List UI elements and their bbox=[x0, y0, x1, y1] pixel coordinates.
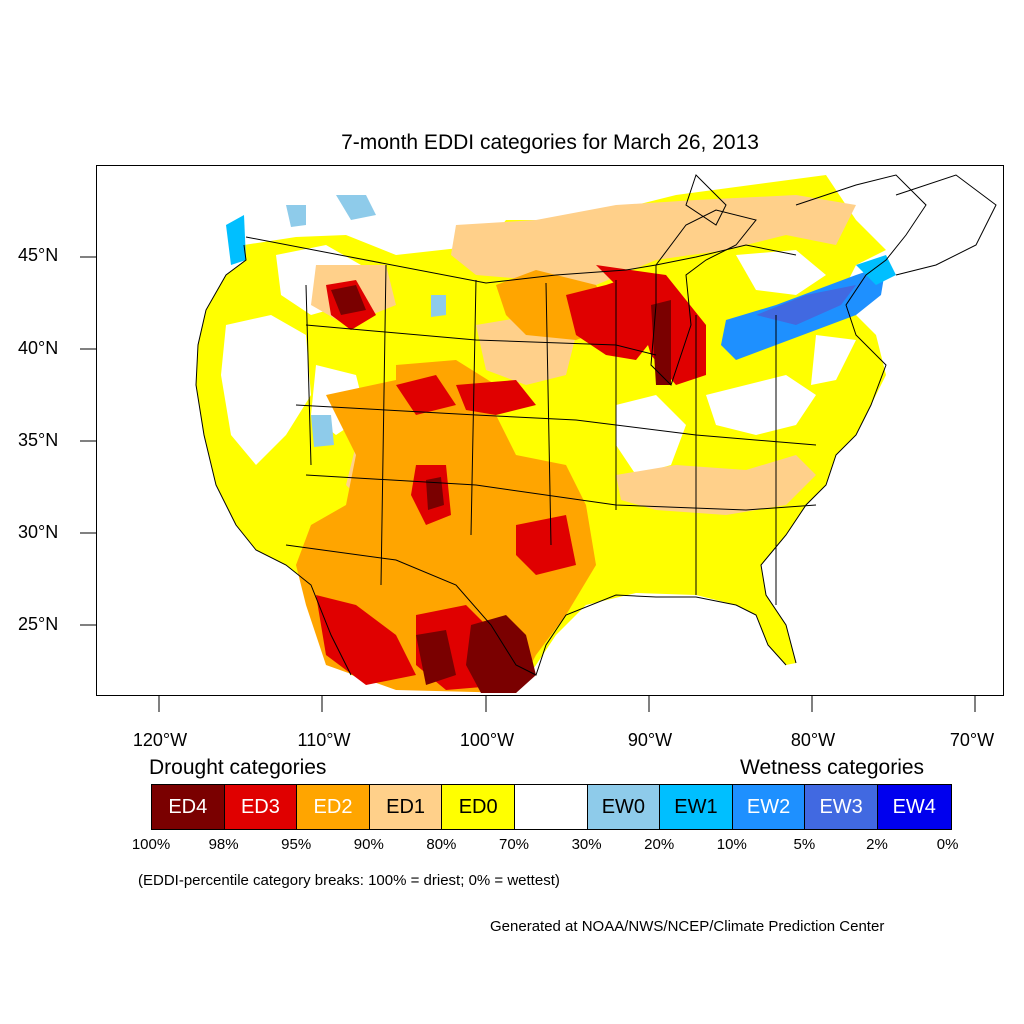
x-label-120w: 120°W bbox=[132, 730, 188, 750]
map-title: 7-month EDDI categories for March 26, 20… bbox=[341, 131, 759, 154]
category-note: (EDDI-percentile category breaks: 100% =… bbox=[138, 872, 560, 889]
ed4-areas bbox=[331, 285, 671, 693]
percentile-label: 30% bbox=[571, 836, 602, 853]
x-label-90w: 90°W bbox=[627, 730, 673, 750]
wet-areas bbox=[226, 195, 896, 447]
x-label-110w: 110°W bbox=[297, 730, 351, 750]
percentile-label: 100% bbox=[131, 836, 171, 853]
ed2-areas bbox=[296, 270, 616, 693]
percentile-label: 90% bbox=[353, 836, 384, 853]
legend-box-ew0: EW0 bbox=[587, 785, 661, 829]
percentile-label: 10% bbox=[716, 836, 747, 853]
percentile-label: 20% bbox=[644, 836, 675, 853]
legend-box-ew3: EW3 bbox=[805, 785, 878, 829]
legend-box-ed0: ED0 bbox=[442, 785, 515, 829]
percentile-label: 70% bbox=[498, 836, 530, 853]
y-label-40: 40°N bbox=[18, 338, 59, 358]
percentile-label: 5% bbox=[793, 836, 816, 853]
x-label-100w: 100°W bbox=[459, 730, 515, 750]
legend-box-normal bbox=[514, 785, 588, 829]
percentile-label: 98% bbox=[208, 836, 239, 853]
legend-box-ed2: ED2 bbox=[297, 785, 370, 829]
y-label-45: 45°N bbox=[18, 245, 59, 265]
y-label-35: 35°N bbox=[18, 430, 59, 450]
percentile-label: 2% bbox=[866, 836, 888, 853]
percentile-label: 0% bbox=[936, 836, 959, 853]
percentile-label: 80% bbox=[426, 836, 457, 853]
legend-box-ed4: ED4 bbox=[152, 785, 225, 829]
y-label-30: 30°N bbox=[18, 522, 59, 542]
eddi-map bbox=[96, 165, 1004, 696]
boundaries bbox=[195, 174, 997, 676]
legend-bar: ED4 ED3 ED2 ED1 ED0 EW0 EW1 EW2 EW3 EW4 bbox=[151, 784, 952, 830]
drought-heading: Drought categories bbox=[149, 756, 327, 779]
credit-line: Generated at NOAA/NWS/NCEP/Climate Predi… bbox=[490, 918, 885, 935]
wetness-heading: Wetness categories bbox=[740, 756, 925, 779]
legend-box-ed1: ED1 bbox=[369, 785, 443, 829]
legend-box-ew2: EW2 bbox=[732, 785, 806, 829]
legend-box-ew4: EW4 bbox=[877, 785, 951, 829]
x-label-70w: 70°W bbox=[949, 730, 995, 750]
x-label-80w: 80°W bbox=[790, 730, 836, 750]
legend-box-ed3: ED3 bbox=[224, 785, 298, 829]
percentile-label: 95% bbox=[281, 836, 312, 853]
y-label-25: 25°N bbox=[18, 614, 59, 634]
legend-box-ew1: EW1 bbox=[660, 785, 733, 829]
